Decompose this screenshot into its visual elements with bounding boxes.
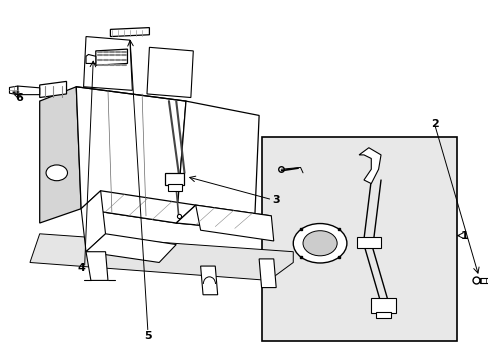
Text: 5: 5 bbox=[144, 331, 151, 341]
Polygon shape bbox=[18, 86, 40, 95]
Polygon shape bbox=[259, 259, 276, 288]
Bar bbox=[375, 312, 390, 318]
Polygon shape bbox=[358, 148, 380, 184]
Bar bbox=[370, 298, 395, 313]
Text: 2: 2 bbox=[430, 120, 438, 129]
Polygon shape bbox=[40, 87, 81, 223]
Polygon shape bbox=[86, 54, 96, 63]
Bar bbox=[479, 278, 488, 283]
Polygon shape bbox=[81, 191, 195, 223]
Circle shape bbox=[303, 231, 336, 256]
Bar bbox=[356, 237, 380, 248]
Polygon shape bbox=[83, 37, 132, 90]
Polygon shape bbox=[96, 49, 127, 65]
Circle shape bbox=[293, 224, 346, 263]
Polygon shape bbox=[81, 191, 105, 252]
Polygon shape bbox=[76, 87, 185, 223]
Polygon shape bbox=[9, 86, 18, 95]
Bar bbox=[167, 184, 181, 191]
Circle shape bbox=[46, 165, 67, 181]
Bar bbox=[261, 137, 456, 341]
Polygon shape bbox=[195, 205, 273, 241]
Polygon shape bbox=[86, 234, 176, 262]
Polygon shape bbox=[110, 28, 149, 37]
Polygon shape bbox=[176, 101, 259, 230]
Bar bbox=[164, 173, 183, 185]
Polygon shape bbox=[176, 205, 271, 230]
Polygon shape bbox=[30, 234, 293, 280]
Text: 6: 6 bbox=[15, 93, 23, 103]
Polygon shape bbox=[40, 81, 66, 98]
Polygon shape bbox=[200, 266, 217, 295]
Polygon shape bbox=[86, 252, 108, 280]
Text: 3: 3 bbox=[272, 195, 280, 205]
Text: 1: 1 bbox=[460, 231, 468, 240]
Polygon shape bbox=[147, 47, 193, 98]
Text: 4: 4 bbox=[77, 263, 85, 273]
